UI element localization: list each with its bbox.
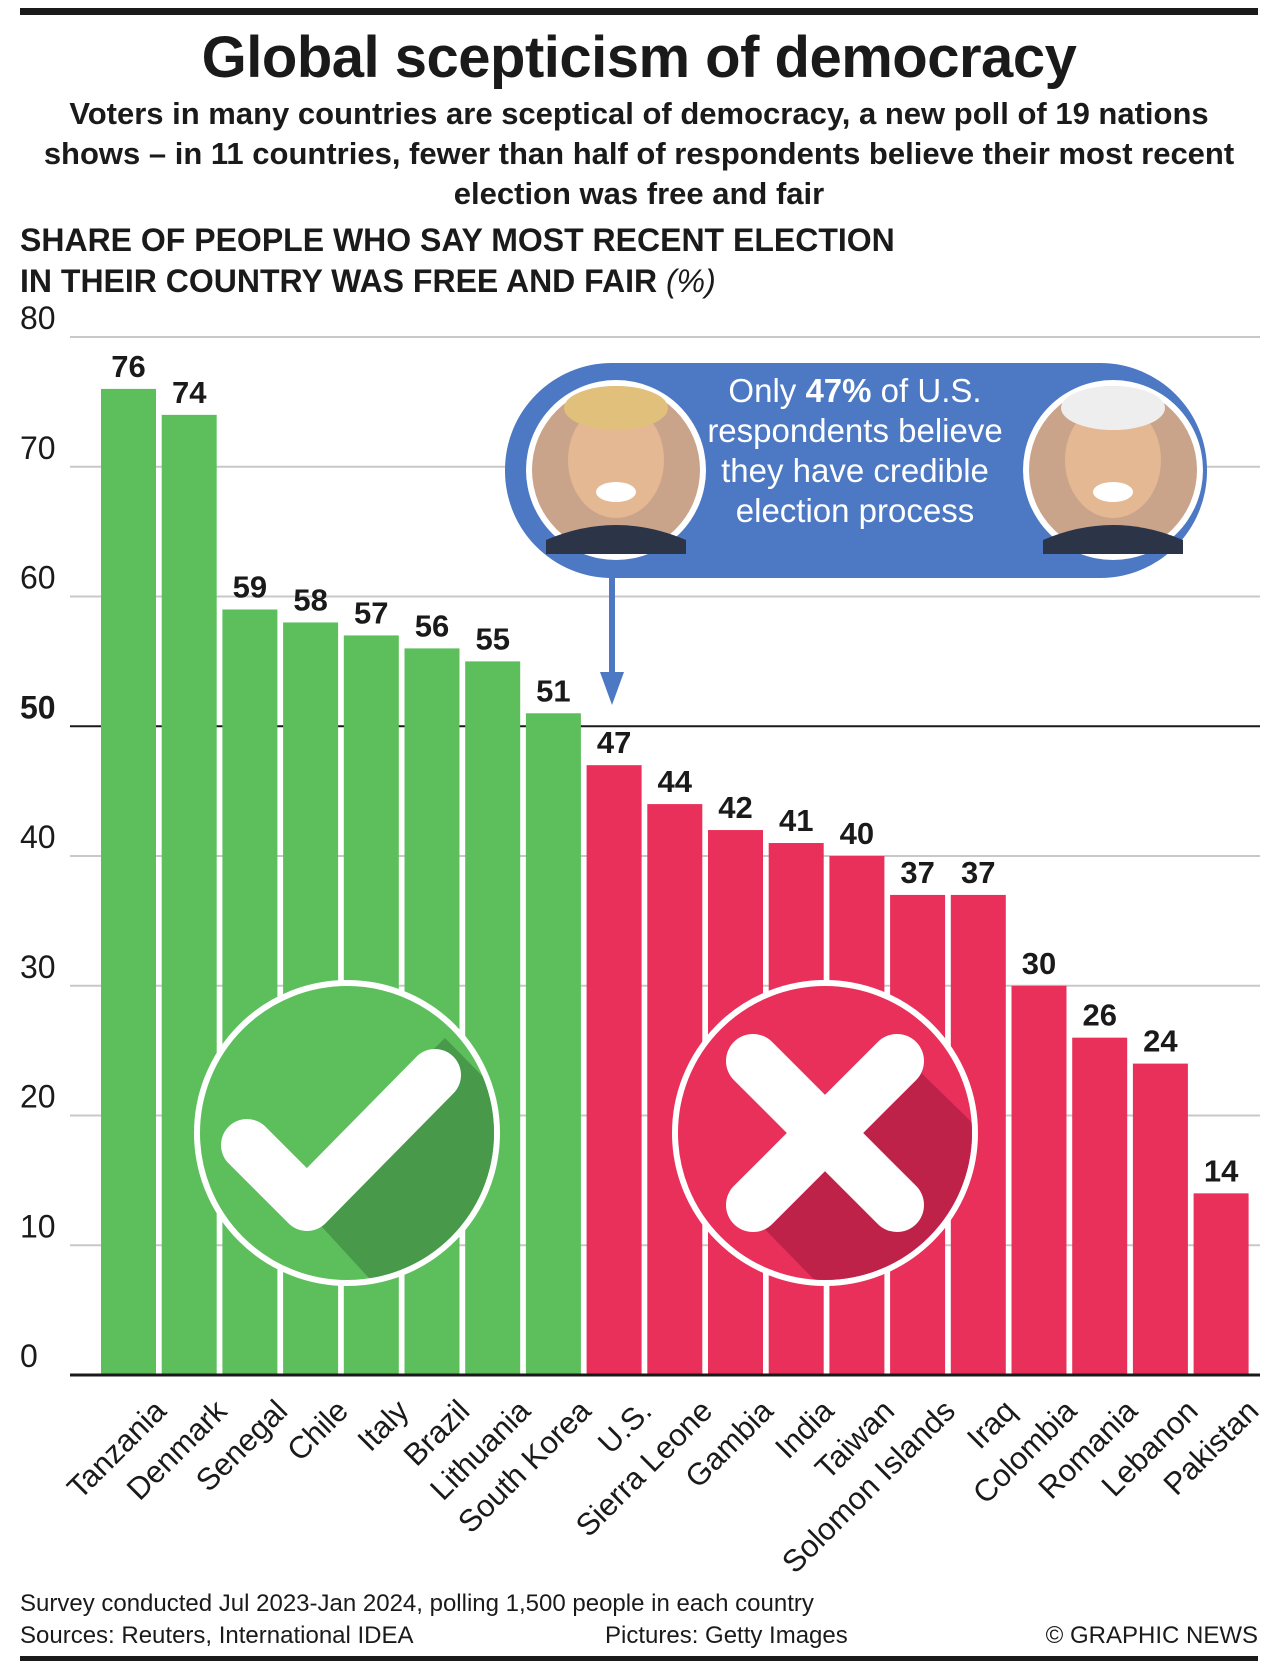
callout-arrow-head — [600, 672, 624, 705]
y-tick-label: 80 — [20, 300, 56, 336]
bar — [1193, 1193, 1249, 1375]
y-tick-label: 40 — [20, 819, 56, 855]
portrait-hair — [564, 386, 668, 430]
sources-credit: Sources: Reuters, International IDEA — [20, 1622, 414, 1649]
bar — [101, 388, 156, 1375]
portrait-face — [1065, 402, 1161, 518]
y-axis-label-line1: SHARE OF PEOPLE WHO SAY MOST RECENT ELEC… — [20, 222, 895, 258]
portrait-smile — [596, 482, 636, 502]
data-label: 44 — [658, 764, 693, 799]
cross-stroke — [726, 1034, 924, 1232]
y-tick-label: 30 — [20, 949, 56, 985]
portrait-smile — [1093, 482, 1133, 502]
data-label: 47 — [597, 725, 631, 760]
data-label: 76 — [111, 349, 145, 384]
callout-text-start: Only — [728, 372, 806, 409]
portrait-suit — [1043, 525, 1183, 554]
y-tick-label: 50 — [20, 689, 56, 725]
y-tick-label: 70 — [20, 430, 56, 466]
bar — [525, 713, 581, 1375]
data-label: 40 — [840, 816, 874, 851]
y-axis-label-line2-text: IN THEIR COUNTRY WAS FREE AND FAIR — [20, 263, 658, 299]
bottom-rule — [20, 1656, 1258, 1661]
data-label: 55 — [475, 621, 509, 656]
copyright: © GRAPHIC NEWS — [1045, 1622, 1258, 1649]
data-label: 37 — [961, 855, 995, 890]
bar — [586, 765, 642, 1375]
y-axis-label: SHARE OF PEOPLE WHO SAY MOST RECENT ELEC… — [20, 220, 895, 302]
y-tick-label: 10 — [20, 1208, 56, 1244]
y-tick-label: 20 — [20, 1079, 56, 1115]
data-label: 51 — [536, 673, 570, 708]
data-label: 56 — [415, 608, 449, 643]
portrait-hair — [1061, 386, 1165, 430]
y-tick-label: 0 — [20, 1338, 38, 1374]
bar — [161, 414, 217, 1376]
y-axis-unit: (%) — [665, 263, 716, 299]
data-label: 41 — [779, 803, 813, 838]
data-label: 57 — [354, 595, 388, 630]
data-label: 42 — [718, 790, 752, 825]
callout-text: Only 47% of U.S. respondents believe the… — [705, 371, 1005, 531]
checkmark-icon — [194, 980, 500, 1286]
bar — [1011, 985, 1067, 1375]
portrait-right — [1023, 380, 1203, 560]
callout-highlight: 47% — [805, 372, 872, 409]
bar — [1132, 1063, 1188, 1375]
check-stroke — [221, 1049, 461, 1231]
top-rule — [20, 8, 1258, 15]
pictures-credit: Pictures: Getty Images — [605, 1622, 848, 1649]
y-axis-label-line2: IN THEIR COUNTRY WAS FREE AND FAIR (%) — [20, 261, 895, 302]
bar — [1072, 1037, 1128, 1375]
data-label: 59 — [233, 569, 267, 604]
data-label: 58 — [293, 582, 327, 617]
cross-icon — [672, 980, 978, 1286]
data-label: 14 — [1204, 1153, 1239, 1188]
portrait-face — [568, 402, 664, 518]
survey-note: Survey conducted Jul 2023-Jan 2024, poll… — [20, 1590, 814, 1617]
data-label: 74 — [172, 375, 207, 410]
y-tick-label: 60 — [20, 560, 56, 596]
data-label: 24 — [1143, 1024, 1178, 1059]
data-label: 30 — [1022, 946, 1056, 981]
page-subtitle: Voters in many countries are sceptical o… — [43, 96, 1235, 211]
portrait-suit — [546, 525, 686, 554]
bar — [465, 661, 521, 1375]
page-title: Global scepticism of democracy — [201, 25, 1077, 90]
callout-text-end: of U.S. respondents believe they have cr… — [707, 372, 1003, 529]
data-label: 37 — [900, 855, 934, 890]
data-label: 26 — [1082, 998, 1116, 1033]
portrait-left — [526, 380, 706, 560]
x-tick-label: Chile — [280, 1393, 355, 1468]
